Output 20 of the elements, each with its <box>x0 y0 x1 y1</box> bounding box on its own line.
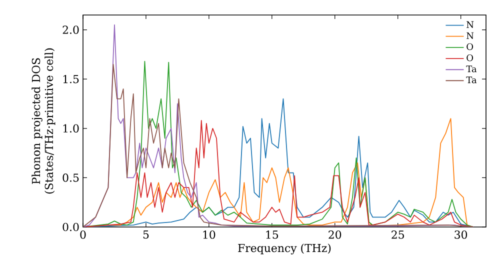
y-tick-label: 0.5 <box>62 174 79 182</box>
legend-label: O <box>466 43 474 50</box>
x-tick-label: 25 <box>392 230 404 239</box>
x-tick-label: 15 <box>266 230 278 239</box>
y-axis-title: Phonon projected DOS (States/THz·primitive cell) <box>32 48 56 194</box>
legend-label: N <box>466 32 474 39</box>
x-tick-label: 0 <box>80 230 86 239</box>
legend-label: N <box>466 21 474 28</box>
y-tick-label: 1.5 <box>63 74 79 84</box>
legend-label: O <box>466 54 474 62</box>
x-tick-label: 20 <box>328 230 342 239</box>
y-tick-label: 0.0 <box>62 222 79 232</box>
y-tick-label: 2.0 <box>62 26 79 34</box>
x-tick-label: 30 <box>454 230 468 239</box>
x-tick-label: 5 <box>143 230 149 239</box>
legend-label: Ta <box>466 76 477 84</box>
y-tick-label: 1.0 <box>63 124 79 133</box>
x-tick-label: 10 <box>203 230 216 239</box>
x-axis-title: Frequency (THz) <box>238 244 331 254</box>
legend-label: Ta <box>466 66 477 72</box>
